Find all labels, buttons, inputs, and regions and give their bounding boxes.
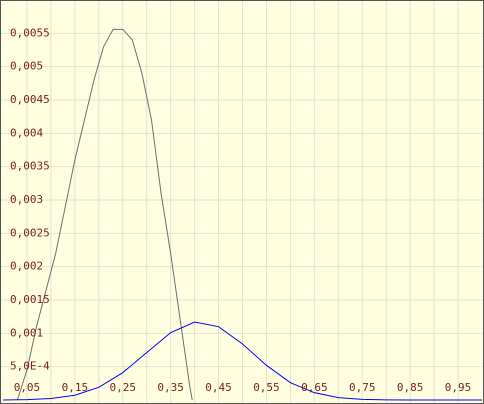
y-tick-label: 0,002	[10, 260, 43, 273]
y-tick-label: 0,0015	[10, 293, 50, 306]
y-tick-label: 0,0055	[10, 26, 50, 39]
x-tick-label: 0,75	[349, 381, 376, 394]
x-tick-label: 0,15	[62, 381, 89, 394]
x-tick-label: 0,95	[445, 381, 472, 394]
x-tick-label: 0,65	[301, 381, 328, 394]
x-tick-label: 0,05	[14, 381, 41, 394]
x-tick-label: 0,25	[110, 381, 137, 394]
x-tick-label: 0,55	[253, 381, 280, 394]
y-tick-label: 0,0035	[10, 160, 50, 173]
y-tick-label: 0,004	[10, 126, 43, 139]
x-tick-label: 0,85	[397, 381, 424, 394]
x-tick-label: 0,45	[205, 381, 232, 394]
y-tick-label: 0,001	[10, 326, 43, 339]
line-series	[2, 321, 482, 401]
y-tick-label: 0,0045	[10, 93, 50, 106]
y-tick-label: 0,003	[10, 193, 43, 206]
x-tick-label: 0,35	[157, 381, 184, 394]
y-tick-label: 5,0E-4	[10, 360, 50, 373]
y-tick-label: 0,0025	[10, 226, 50, 239]
y-tick-label: 0,005	[10, 60, 43, 73]
line-series	[16, 28, 193, 401]
